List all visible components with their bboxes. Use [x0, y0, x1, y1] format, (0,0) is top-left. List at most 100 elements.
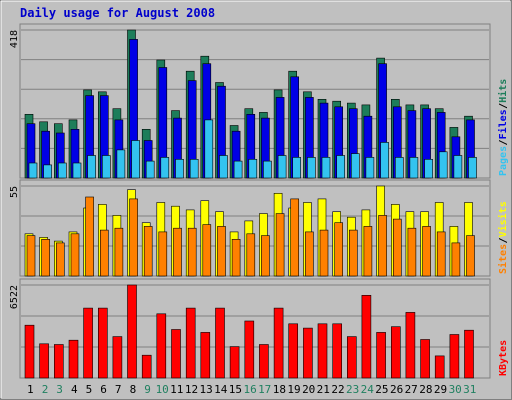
bar-pages-day-22 — [336, 155, 346, 179]
bar-kbytes-day-25 — [376, 332, 386, 379]
scale-max-kbytes: 6522 — [9, 285, 20, 309]
bar-pages-day-5 — [87, 155, 96, 179]
x-tick-label-day-17: 17 — [258, 383, 271, 396]
bar-sites-day-21 — [319, 229, 329, 277]
bar-pages-day-31 — [468, 157, 477, 179]
bar-pages-day-29 — [438, 151, 448, 179]
bar-sites-day-27 — [407, 227, 417, 277]
x-tick-label-day-23: 23 — [346, 383, 359, 396]
bar-kbytes-day-8 — [127, 284, 137, 379]
bar-pages-day-30 — [453, 155, 463, 179]
bar-sites-day-3 — [55, 242, 65, 277]
legend-separator: / — [498, 139, 509, 145]
bar-sites-day-12 — [187, 227, 197, 277]
x-tick-label-day-14: 14 — [214, 383, 228, 396]
x-tick-label-day-11: 11 — [170, 383, 183, 396]
x-tick-label-day-28: 28 — [419, 383, 432, 396]
bar-kbytes-day-28 — [420, 339, 430, 379]
bar-sites-day-2 — [41, 239, 50, 277]
x-tick-label-day-30: 30 — [449, 383, 462, 396]
x-tick-label-day-9: 9 — [144, 383, 151, 396]
x-tick-label-day-12: 12 — [185, 383, 198, 396]
bar-sites-day-18 — [275, 213, 285, 277]
x-tick-label-day-5: 5 — [86, 383, 93, 396]
bar-pages-day-1 — [28, 162, 38, 179]
bar-pages-day-2 — [43, 164, 52, 179]
bar-kbytes-day-23 — [346, 336, 357, 379]
legend-separator: / — [498, 103, 509, 109]
bar-pages-day-9 — [145, 160, 155, 179]
bar-kbytes-day-29 — [434, 355, 445, 379]
bar-sites-day-29 — [436, 231, 446, 277]
legend-visits: Visits — [497, 201, 509, 237]
bar-sites-day-31 — [466, 235, 475, 277]
bar-kbytes-day-6 — [98, 307, 108, 379]
bar-pages-day-16 — [248, 159, 258, 179]
bar-sites-day-13 — [202, 224, 212, 277]
bar-pages-day-28 — [424, 159, 433, 179]
bar-kbytes-day-26 — [390, 326, 401, 379]
bar-sites-day-30 — [451, 242, 461, 277]
bar-kbytes-day-15 — [229, 346, 240, 379]
bar-pages-day-15 — [233, 160, 243, 179]
bar-kbytes-day-2 — [39, 343, 49, 379]
x-tick-label-day-15: 15 — [229, 383, 242, 396]
bar-sites-day-8 — [129, 198, 138, 277]
chart-title: Daily usage for August 2008 — [20, 6, 215, 20]
x-tick-label-day-31: 31 — [463, 383, 476, 396]
bar-pages-day-20 — [307, 157, 316, 179]
bar-sites-day-10 — [158, 231, 168, 277]
bar-sites-day-5 — [85, 196, 94, 277]
bar-kbytes-day-13 — [200, 332, 211, 379]
bar-sites-day-19 — [290, 198, 300, 277]
x-tick-label-day-24: 24 — [361, 383, 375, 396]
legend-kbytes: KBytes — [498, 340, 509, 376]
bar-kbytes-day-19 — [288, 323, 299, 379]
bar-sites-day-17 — [261, 235, 270, 277]
bar-kbytes-day-11 — [171, 329, 181, 379]
legend-hits: Hits — [497, 79, 509, 103]
bar-pages-day-24 — [365, 157, 375, 179]
bar-kbytes-day-5 — [83, 307, 93, 379]
x-tick-label-day-7: 7 — [115, 383, 122, 396]
bar-pages-day-3 — [57, 162, 67, 179]
x-tick-label-day-1: 1 — [27, 383, 34, 396]
x-tick-label-day-16: 16 — [243, 383, 256, 396]
x-tick-label-day-2: 2 — [42, 383, 49, 396]
x-tick-label-day-29: 29 — [434, 383, 447, 396]
x-tick-label-day-13: 13 — [199, 383, 212, 396]
bar-pages-day-25 — [380, 142, 389, 179]
bar-pages-day-10 — [160, 157, 170, 179]
bar-pages-day-26 — [394, 157, 404, 179]
bar-pages-day-11 — [175, 159, 184, 179]
bar-pages-day-21 — [321, 157, 331, 179]
bar-pages-day-23 — [350, 153, 360, 179]
x-tick-label-day-25: 25 — [375, 383, 388, 396]
bar-sites-day-26 — [392, 218, 402, 277]
panel-visitors: 55 Sites/Visits — [9, 179, 509, 277]
x-tick-label-day-26: 26 — [390, 383, 403, 396]
x-tick-label-day-8: 8 — [130, 383, 137, 396]
bar-pages-day-13 — [204, 119, 214, 179]
bar-kbytes-day-1 — [24, 324, 35, 379]
bar-kbytes-day-14 — [215, 307, 225, 379]
legend-pages: Pages — [498, 146, 509, 176]
bar-sites-day-1 — [26, 235, 36, 277]
bar-kbytes-day-21 — [317, 323, 328, 379]
x-tick-label-day-22: 22 — [331, 383, 344, 396]
bar-kbytes-day-9 — [141, 354, 152, 379]
x-tick-label-day-18: 18 — [273, 383, 286, 396]
bar-kbytes-day-7 — [112, 336, 123, 379]
bar-kbytes-day-24 — [361, 294, 372, 379]
legend-files: Files — [497, 109, 509, 139]
bar-kbytes-day-17 — [259, 344, 269, 379]
x-tick-label-day-10: 10 — [156, 383, 169, 396]
x-tick-label-day-6: 6 — [100, 383, 107, 396]
bar-kbytes-day-12 — [185, 307, 196, 379]
bar-sites-day-28 — [422, 226, 431, 277]
bar-pages-day-4 — [72, 162, 82, 179]
bar-sites-day-9 — [143, 226, 153, 277]
x-axis-labels: 1 2 3 4 5 6 7 8 9 10 11 12 13 14 15 16 17 18 19 20 21 22 23 24 2… — [27, 383, 476, 396]
x-tick-label-day-3: 3 — [56, 383, 63, 396]
